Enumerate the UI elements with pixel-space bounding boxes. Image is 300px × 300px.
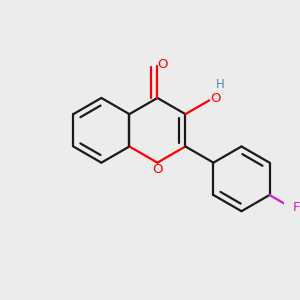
Text: O: O [152,163,163,176]
Text: O: O [157,58,168,71]
Text: O: O [210,92,221,106]
Text: F: F [293,202,300,214]
Text: H: H [216,78,224,91]
